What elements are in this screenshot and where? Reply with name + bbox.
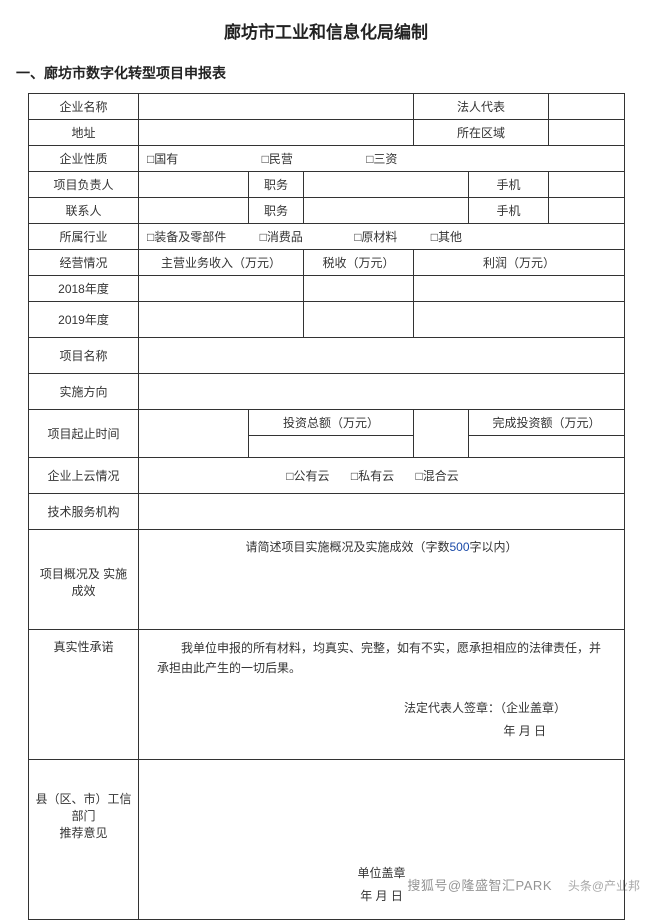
table-row: 企业名称 法人代表 — [29, 94, 625, 120]
field-authenticity: 我单位申报的所有材料，均真实、完整，如有不实，愿承担相应的法律责任，并承担由此产… — [139, 630, 625, 760]
field-2019-revenue[interactable] — [139, 302, 304, 338]
table-row: 地址 所在区域 — [29, 120, 625, 146]
label-year-2019: 2019年度 — [29, 302, 139, 338]
field-tech-service[interactable] — [139, 494, 625, 530]
checkbox-private[interactable]: □民营 — [262, 150, 293, 167]
label-year-2018: 2018年度 — [29, 276, 139, 302]
field-project-owner[interactable] — [139, 172, 249, 198]
field-position2[interactable] — [304, 198, 469, 224]
label-business-status: 经营情况 — [29, 250, 139, 276]
field-company-name[interactable] — [139, 94, 414, 120]
table-row: 项目名称 — [29, 338, 625, 374]
label-company-type: 企业性质 — [29, 146, 139, 172]
table-row: 经营情况 主营业务收入（万元） 税收（万元） 利润（万元） — [29, 250, 625, 276]
field-contact[interactable] — [139, 198, 249, 224]
label-tax: 税收（万元） — [304, 250, 414, 276]
overview-hint-num: 500 — [450, 540, 470, 554]
field-project-name[interactable] — [139, 338, 625, 374]
table-row: 项目负责人 职务 手机 — [29, 172, 625, 198]
field-invest-gap[interactable] — [414, 410, 469, 458]
field-impl-direction[interactable] — [139, 374, 625, 410]
field-legal-rep[interactable] — [549, 94, 625, 120]
field-invest-total[interactable] — [249, 436, 414, 458]
overview-hint-post: 字以内） — [470, 540, 518, 554]
label-industry: 所属行业 — [29, 224, 139, 250]
label-main-revenue: 主营业务收入（万元） — [139, 250, 304, 276]
checkbox-other[interactable]: □其他 — [431, 228, 462, 245]
label-address: 地址 — [29, 120, 139, 146]
application-form-table: 企业名称 法人代表 地址 所在区域 企业性质 □国有 □民营 □三资 项目负责人… — [28, 93, 625, 920]
table-row: 真实性承诺 我单位申报的所有材料，均真实、完整，如有不实，愿承担相应的法律责任，… — [29, 630, 625, 760]
table-row: 企业上云情况 □公有云 □私有云 □混合云 — [29, 458, 625, 494]
county-opinion-line2: 推荐意见 — [35, 824, 132, 841]
checkbox-private-cloud[interactable]: □私有云 — [351, 467, 394, 484]
table-row: 联系人 职务 手机 — [29, 198, 625, 224]
label-company-name: 企业名称 — [29, 94, 139, 120]
field-2019-tax[interactable] — [304, 302, 414, 338]
field-phone2[interactable] — [549, 198, 625, 224]
field-project-period[interactable] — [139, 410, 249, 458]
field-2018-profit[interactable] — [414, 276, 625, 302]
checkbox-consumer[interactable]: □消费品 — [260, 228, 303, 245]
label-tech-service: 技术服务机构 — [29, 494, 139, 530]
field-invest-done[interactable] — [469, 436, 625, 458]
label-position2: 职务 — [249, 198, 304, 224]
date-line-1: 年 月 日 — [157, 722, 606, 739]
label-contact: 联系人 — [29, 198, 139, 224]
table-row: 项目概况及 实施成效 请简述项目实施概况及实施成效（字数500字以内） — [29, 530, 625, 630]
field-2018-tax[interactable] — [304, 276, 414, 302]
table-row: 实施方向 — [29, 374, 625, 410]
checkbox-public-cloud[interactable]: □公有云 — [286, 467, 329, 484]
label-overview: 项目概况及 实施成效 — [29, 530, 139, 630]
label-position1: 职务 — [249, 172, 304, 198]
field-overview[interactable]: 请简述项目实施概况及实施成效（字数500字以内） — [139, 530, 625, 630]
field-company-type[interactable]: □国有 □民营 □三资 — [139, 146, 625, 172]
label-profit: 利润（万元） — [414, 250, 625, 276]
watermark-toutiao: 头条@产业邦 — [568, 877, 640, 894]
auth-text: 我单位申报的所有材料，均真实、完整，如有不实，愿承担相应的法律责任，并承担由此产… — [157, 638, 606, 679]
label-invest-total: 投资总额（万元） — [249, 410, 414, 436]
field-address[interactable] — [139, 120, 414, 146]
label-impl-direction: 实施方向 — [29, 374, 139, 410]
table-row: 2019年度 — [29, 302, 625, 338]
section-title: 一、廊坊市数字化转型项目申报表 — [0, 63, 652, 93]
table-row: 技术服务机构 — [29, 494, 625, 530]
label-invest-done: 完成投资额（万元） — [469, 410, 625, 436]
label-phone2: 手机 — [469, 198, 549, 224]
field-industry[interactable]: □装备及零部件 □消费品 □原材料 □其他 — [139, 224, 625, 250]
county-opinion-line1: 县（区、市）工信部门 — [35, 790, 132, 824]
checkbox-equipment[interactable]: □装备及零部件 — [147, 228, 226, 245]
legal-sign-line: 法定代表人签章：（企业盖章） — [157, 699, 606, 716]
watermark-sohu: 搜狐号@隆盛智汇PARK — [407, 875, 552, 894]
table-row: 项目起止时间 投资总额（万元） 完成投资额（万元） — [29, 410, 625, 436]
page-title: 廊坊市工业和信息化局编制 — [0, 0, 652, 63]
label-region: 所在区域 — [414, 120, 549, 146]
checkbox-material[interactable]: □原材料 — [354, 228, 397, 245]
label-project-owner: 项目负责人 — [29, 172, 139, 198]
label-project-name: 项目名称 — [29, 338, 139, 374]
field-position1[interactable] — [304, 172, 469, 198]
label-authenticity: 真实性承诺 — [29, 630, 139, 760]
table-row: 所属行业 □装备及零部件 □消费品 □原材料 □其他 — [29, 224, 625, 250]
table-row: 2018年度 — [29, 276, 625, 302]
field-region[interactable] — [549, 120, 625, 146]
label-project-period: 项目起止时间 — [29, 410, 139, 458]
label-legal-rep: 法人代表 — [414, 94, 549, 120]
overview-hint-pre: 请简述项目实施概况及实施成效（字数 — [245, 540, 449, 554]
checkbox-state-owned[interactable]: □国有 — [147, 150, 178, 167]
checkbox-foreign[interactable]: □三资 — [366, 150, 397, 167]
field-cloud-status[interactable]: □公有云 □私有云 □混合云 — [139, 458, 625, 494]
label-phone1: 手机 — [469, 172, 549, 198]
field-2018-revenue[interactable] — [139, 276, 304, 302]
label-cloud-status: 企业上云情况 — [29, 458, 139, 494]
checkbox-hybrid-cloud[interactable]: □混合云 — [415, 467, 458, 484]
field-2019-profit[interactable] — [414, 302, 625, 338]
table-row: 企业性质 □国有 □民营 □三资 — [29, 146, 625, 172]
field-phone1[interactable] — [549, 172, 625, 198]
